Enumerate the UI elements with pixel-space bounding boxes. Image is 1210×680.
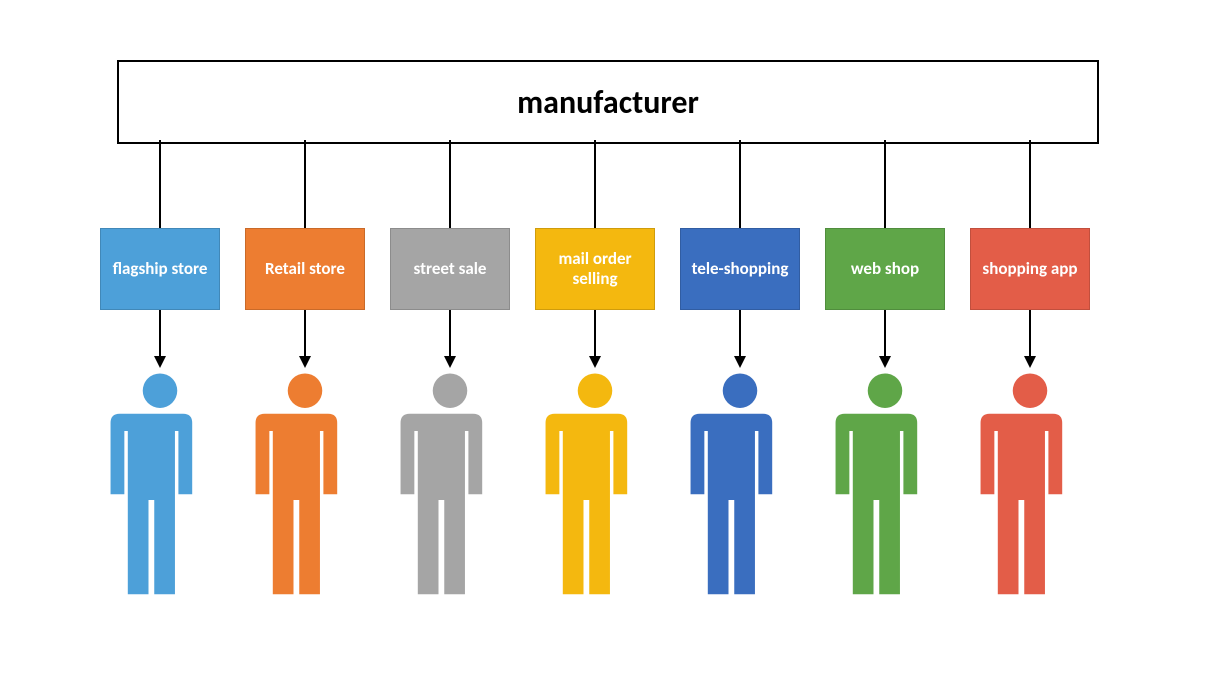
person-icon <box>825 370 945 600</box>
arrow-head-icon <box>1024 356 1036 368</box>
person-icon <box>535 370 655 600</box>
person-tele-shopping <box>680 370 800 605</box>
arrow-head-icon <box>444 356 456 368</box>
channel-box-retail-store: Retail store <box>245 228 365 310</box>
arrow-line <box>1029 310 1031 356</box>
arrow-line <box>739 310 741 356</box>
channel-label: shopping app <box>982 259 1077 279</box>
arrow-line <box>304 310 306 356</box>
person-flagship-store <box>100 370 220 605</box>
manufacturer-box: manufacturer <box>117 60 1099 144</box>
channel-label: street sale <box>414 259 487 279</box>
channel-label: web shop <box>851 259 919 279</box>
person-icon <box>245 370 365 600</box>
channel-box-street-sale: street sale <box>390 228 510 310</box>
arrow-head-icon <box>734 356 746 368</box>
channel-box-shopping-app: shopping app <box>970 228 1090 310</box>
connector-line <box>449 140 451 228</box>
channel-label: mail order selling <box>542 249 648 290</box>
channel-label: Retail store <box>265 259 345 279</box>
person-icon <box>390 370 510 600</box>
connector-line <box>159 140 161 228</box>
channel-box-tele-shopping: tele-shopping <box>680 228 800 310</box>
connector-line <box>1029 140 1031 228</box>
channel-label: flagship store <box>113 259 208 279</box>
arrow-head-icon <box>299 356 311 368</box>
channel-box-web-shop: web shop <box>825 228 945 310</box>
channel-box-mail-order: mail order selling <box>535 228 655 310</box>
arrow-head-icon <box>589 356 601 368</box>
arrow-line <box>884 310 886 356</box>
arrow-head-icon <box>879 356 891 368</box>
connector-line <box>594 140 596 228</box>
person-street-sale <box>390 370 510 605</box>
person-web-shop <box>825 370 945 605</box>
person-retail-store <box>245 370 365 605</box>
manufacturer-label: manufacturer <box>517 83 699 122</box>
person-shopping-app <box>970 370 1090 605</box>
channel-label: tele-shopping <box>692 259 789 279</box>
channel-box-flagship-store: flagship store <box>100 228 220 310</box>
person-mail-order <box>535 370 655 605</box>
person-icon <box>680 370 800 600</box>
arrow-line <box>594 310 596 356</box>
connector-line <box>739 140 741 228</box>
arrow-line <box>449 310 451 356</box>
connector-line <box>884 140 886 228</box>
connector-line <box>304 140 306 228</box>
arrow-line <box>159 310 161 356</box>
person-icon <box>970 370 1090 600</box>
person-icon <box>100 370 220 600</box>
arrow-head-icon <box>154 356 166 368</box>
